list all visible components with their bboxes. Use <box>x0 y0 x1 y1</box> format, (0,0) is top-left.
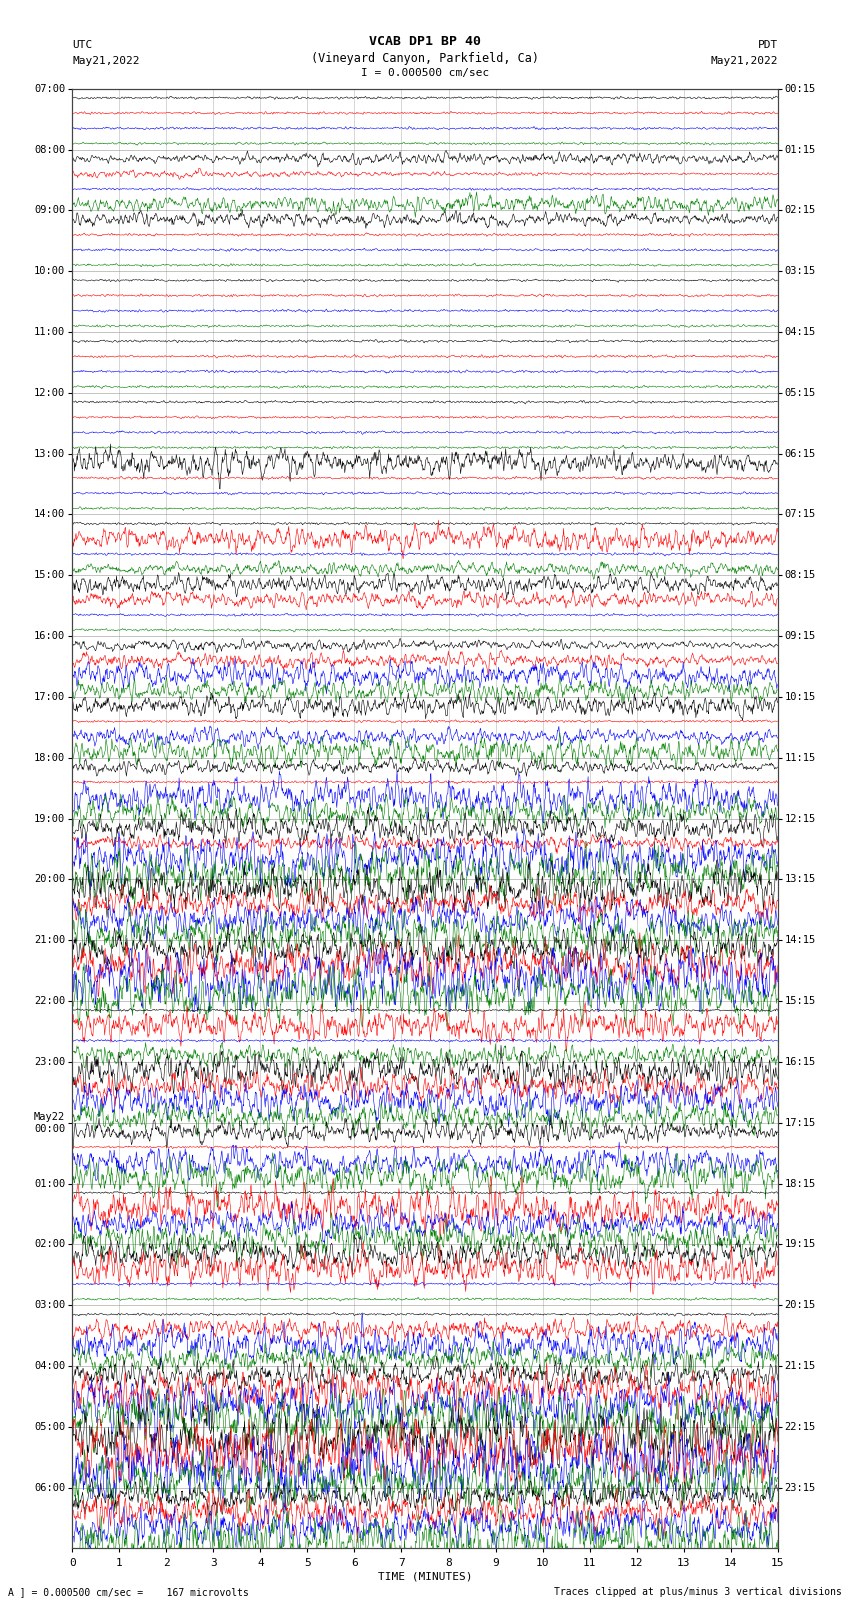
Text: (Vineyard Canyon, Parkfield, Ca): (Vineyard Canyon, Parkfield, Ca) <box>311 52 539 65</box>
Text: A ] = 0.000500 cm/sec =    167 microvolts: A ] = 0.000500 cm/sec = 167 microvolts <box>8 1587 249 1597</box>
Text: Traces clipped at plus/minus 3 vertical divisions: Traces clipped at plus/minus 3 vertical … <box>553 1587 842 1597</box>
Text: I = 0.000500 cm/sec: I = 0.000500 cm/sec <box>361 68 489 77</box>
Text: VCAB DP1 BP 40: VCAB DP1 BP 40 <box>369 35 481 48</box>
Text: PDT: PDT <box>757 40 778 50</box>
Text: May21,2022: May21,2022 <box>72 56 139 66</box>
Text: May21,2022: May21,2022 <box>711 56 778 66</box>
Text: UTC: UTC <box>72 40 93 50</box>
X-axis label: TIME (MINUTES): TIME (MINUTES) <box>377 1571 473 1582</box>
